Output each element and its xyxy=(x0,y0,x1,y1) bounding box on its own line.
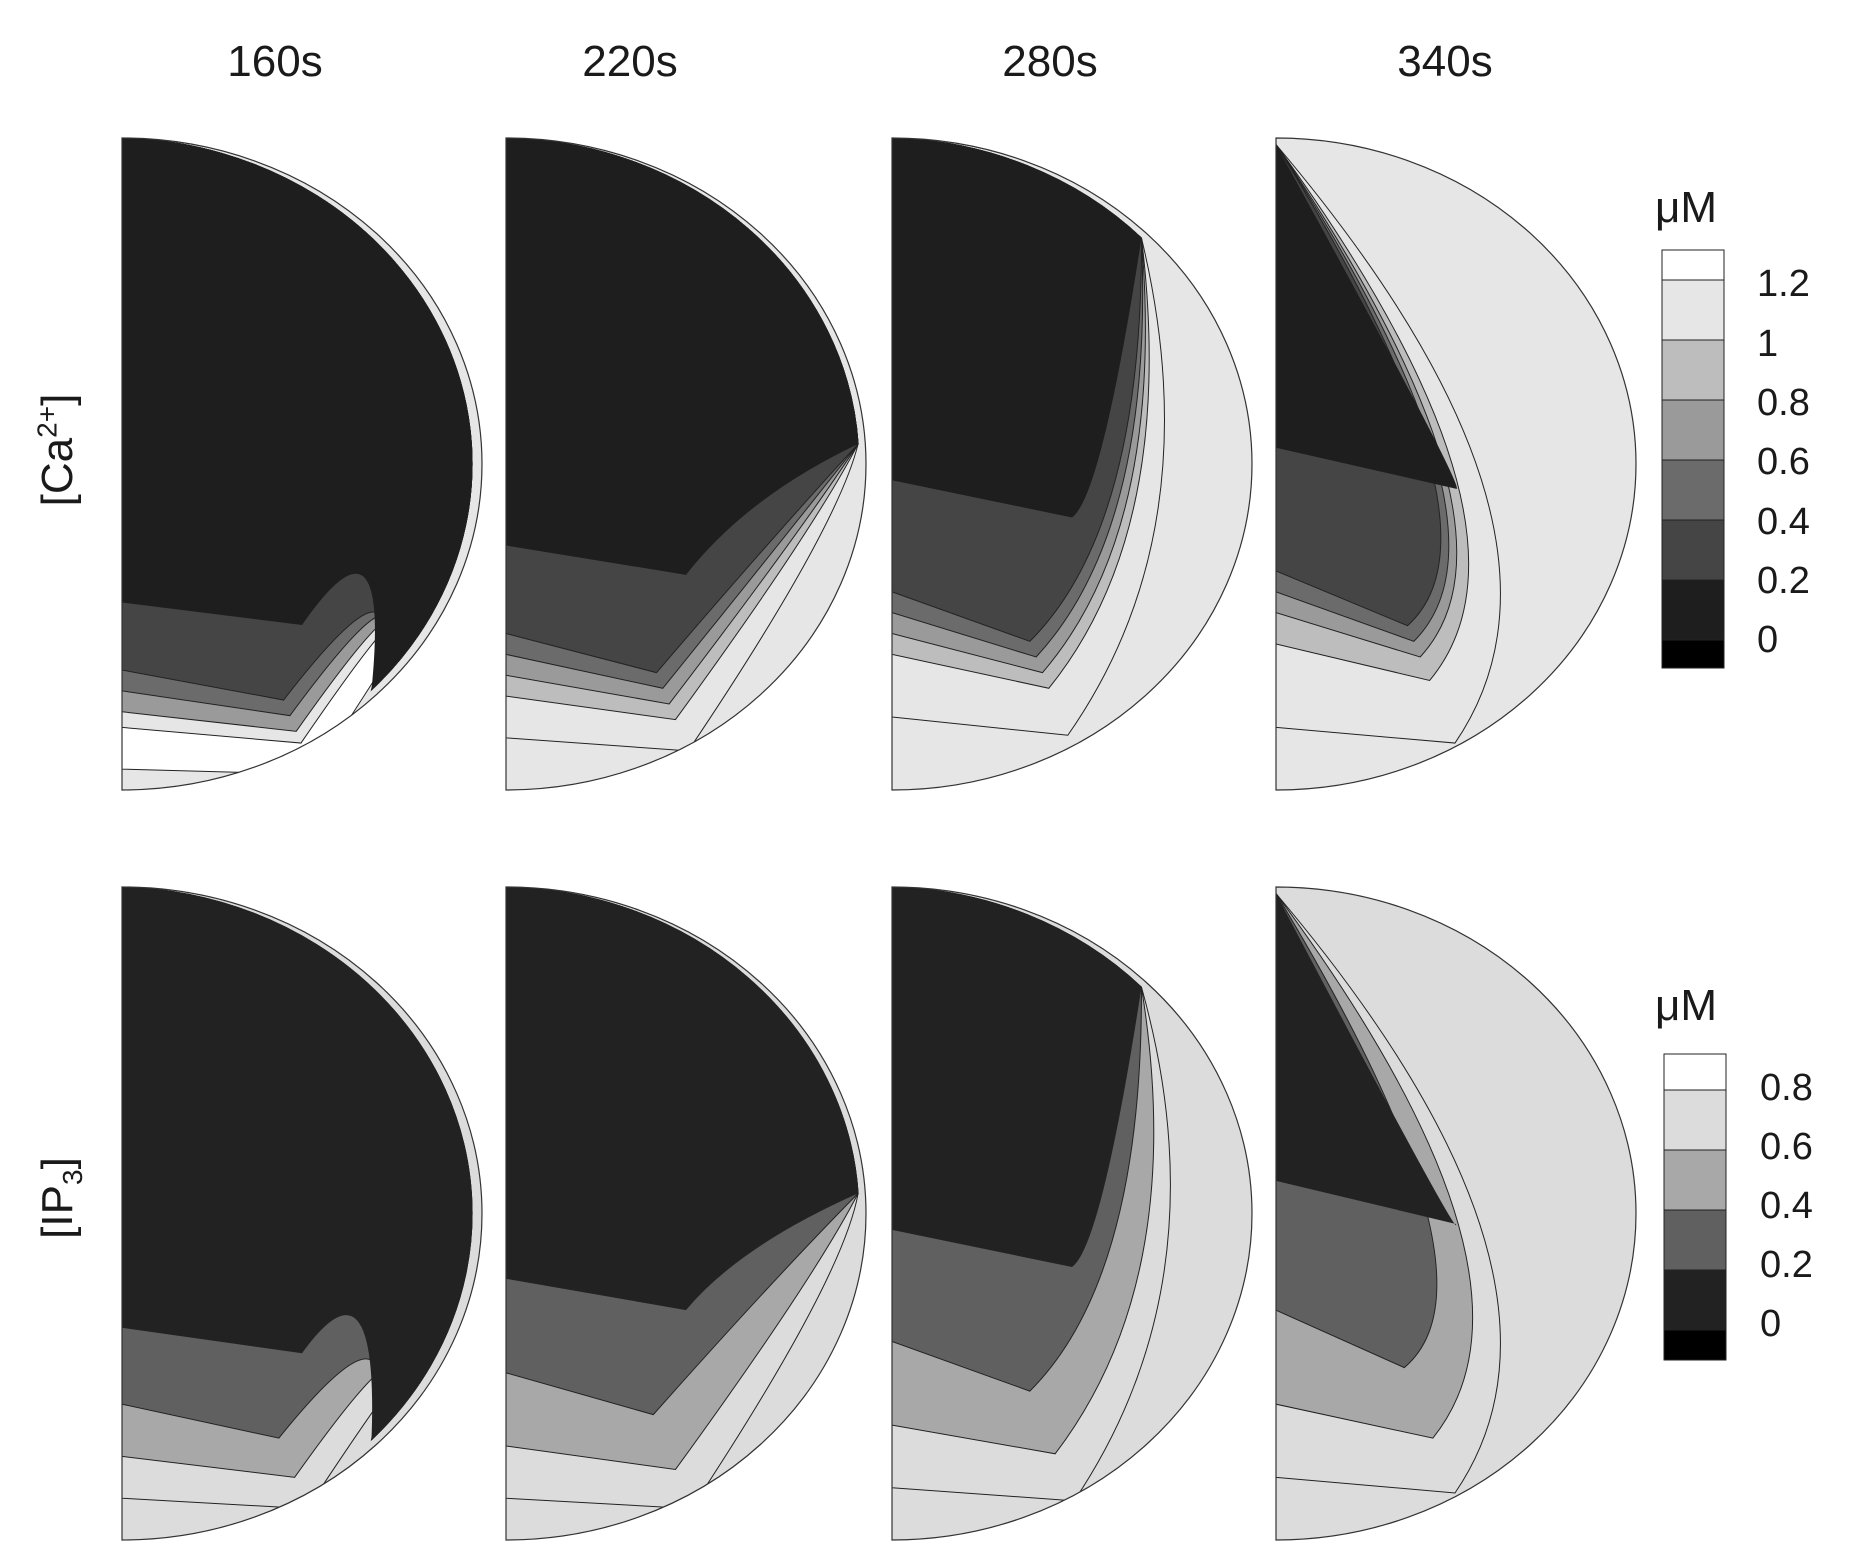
panel-outline xyxy=(505,137,867,791)
colorbar-ip3-unit: μM xyxy=(1655,981,1718,1030)
ip3-panel xyxy=(505,886,867,1541)
colorbar-calcium xyxy=(1661,249,1725,669)
panel-outline xyxy=(1275,886,1637,1541)
ip3-panel xyxy=(121,886,483,1541)
panel-outline xyxy=(121,137,483,791)
colorbar-swatch xyxy=(1663,1089,1727,1151)
colorbar-swatch xyxy=(1663,1209,1727,1271)
colorbar-swatch xyxy=(1663,1149,1727,1211)
colorbar-ip3-tick: 0.8 xyxy=(1760,1067,1813,1109)
colorbar-ip3 xyxy=(1663,1053,1727,1361)
calcium-panel xyxy=(505,137,867,791)
colorbar-swatch xyxy=(1661,339,1725,401)
calcium-panel xyxy=(891,137,1253,791)
contour-core xyxy=(1276,887,1457,1226)
panel-outline xyxy=(891,886,1253,1541)
colorbar-swatch xyxy=(1663,1269,1727,1331)
contour-core xyxy=(122,887,473,1440)
colorbar-swatch xyxy=(1661,279,1725,341)
contour-core xyxy=(892,887,1142,1268)
column-title-280s: 280s xyxy=(1002,37,1098,86)
panel-outline xyxy=(505,886,867,1541)
colorbar-calcium-tick: 0.6 xyxy=(1757,441,1810,483)
colorbar-swatch xyxy=(1661,459,1725,521)
colorbar-calcium-tick: 0.8 xyxy=(1757,382,1810,424)
contour-core xyxy=(506,138,859,575)
colorbar-ip3-tick: 0 xyxy=(1760,1303,1782,1345)
panel-outline xyxy=(1275,137,1637,791)
colorbar-calcium-tick: 1.2 xyxy=(1757,263,1810,305)
colorbar-swatch xyxy=(1661,639,1725,669)
colorbar-calcium-tick: 0.2 xyxy=(1757,560,1810,602)
column-title-160s: 160s xyxy=(227,37,323,86)
colorbar-ip3-tick: 0.4 xyxy=(1760,1185,1813,1227)
ip3-panel xyxy=(891,886,1253,1541)
calcium-panel xyxy=(1275,137,1637,791)
colorbar-swatch xyxy=(1661,519,1725,581)
colorbar-calcium-tick: 0 xyxy=(1757,619,1779,661)
colorbar-swatch xyxy=(1661,399,1725,461)
colorbar-ip3-tick: 0.2 xyxy=(1760,1244,1813,1286)
colorbar-calcium-tick: 0.4 xyxy=(1757,501,1810,543)
colorbar-swatch xyxy=(1661,249,1725,281)
ip3-panel xyxy=(1275,886,1637,1541)
colorbar-swatch xyxy=(1663,1053,1727,1091)
column-title-220s: 220s xyxy=(582,37,678,86)
contour-core xyxy=(892,138,1142,518)
colorbar-ip3-tick: 0.6 xyxy=(1760,1126,1813,1168)
calcium-panel xyxy=(121,137,483,791)
colorbar-calcium-unit: μM xyxy=(1655,183,1718,232)
contour-core xyxy=(1276,138,1457,489)
contour-core xyxy=(122,138,473,690)
colorbar-swatch xyxy=(1663,1329,1727,1361)
colorbar-calcium-tick: 1 xyxy=(1757,323,1779,365)
panel-outline xyxy=(121,886,483,1541)
column-title-340s: 340s xyxy=(1397,37,1493,86)
panel-outline xyxy=(891,137,1253,791)
colorbar-swatch xyxy=(1661,579,1725,641)
contour-core xyxy=(506,887,859,1311)
